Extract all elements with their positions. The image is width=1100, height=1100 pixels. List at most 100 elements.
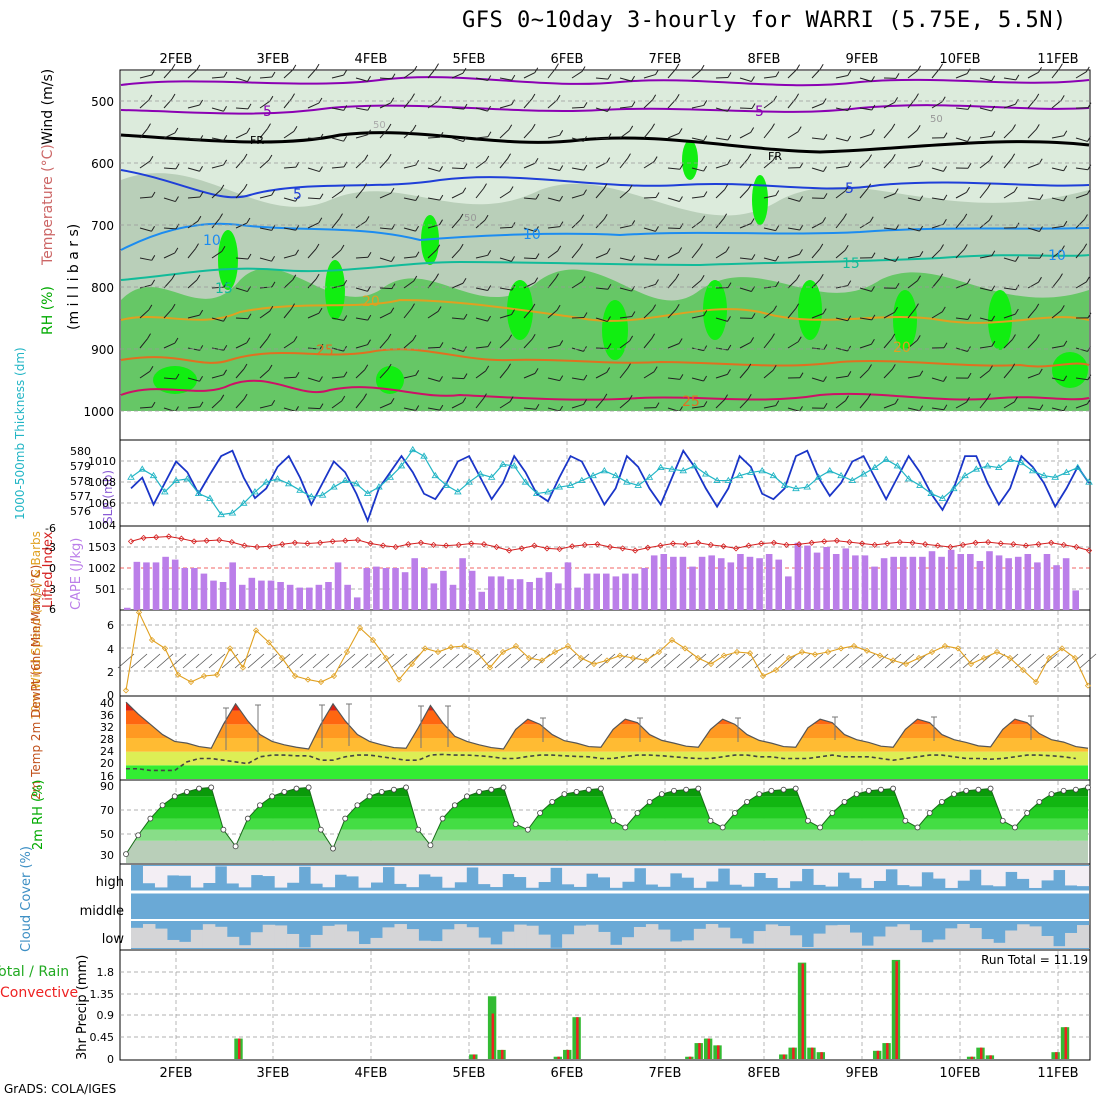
wind-barb-flag — [318, 217, 323, 224]
wind-barb-flag — [675, 93, 680, 100]
thickness-point — [814, 473, 823, 480]
wind-barb — [331, 107, 344, 111]
cloud-low-block — [933, 939, 946, 948]
wind-barb-flag — [246, 337, 251, 344]
wind-barb-flag — [174, 337, 179, 344]
wind-barb-flag — [895, 283, 900, 289]
cloud-high-block — [645, 866, 659, 885]
cloud-low-block — [382, 927, 395, 948]
rh-band — [126, 829, 1088, 841]
wind-barb-flag — [343, 371, 348, 378]
wind-barb — [691, 196, 704, 199]
wind-barb-flag — [751, 76, 755, 82]
cape-bar — [756, 558, 763, 610]
wind-barb — [907, 308, 916, 319]
wind-barb — [643, 309, 653, 319]
wind-speed-point — [239, 664, 247, 671]
cape-bar — [957, 554, 965, 610]
cloud-low-block — [825, 925, 839, 948]
wind-barb — [739, 188, 749, 199]
wind-barb-flag — [559, 165, 564, 171]
wind-speed-point — [655, 648, 663, 656]
wind-barb-flag — [365, 216, 370, 222]
cloud-high-block — [526, 866, 539, 888]
wind-speed-point — [759, 672, 767, 680]
wind-barb — [139, 284, 152, 289]
wind-barb-flag — [1084, 214, 1088, 220]
wind-barb-flag — [415, 195, 420, 201]
wind-barb — [403, 98, 412, 109]
temp-band — [126, 710, 1088, 725]
wind-barb-flag — [700, 64, 705, 71]
cape-bar — [717, 558, 725, 610]
wind-barb-flag — [319, 343, 324, 350]
wind-barb — [235, 107, 249, 110]
cloud-high-block — [454, 866, 467, 883]
wind-barb-flag — [822, 217, 827, 223]
cloud-low-block — [586, 924, 599, 948]
wind-barb-flag — [771, 333, 775, 339]
wind-barb — [1051, 167, 1064, 172]
wind-barb — [1051, 225, 1064, 229]
wind-barb — [427, 249, 438, 259]
wind-barb — [763, 227, 776, 232]
wind-barb — [691, 279, 702, 289]
cape-bar — [306, 587, 313, 610]
wind-barb — [859, 317, 872, 321]
wind-speed-point — [343, 648, 351, 656]
wind-barb-flag — [919, 251, 924, 257]
wind-barb — [139, 74, 152, 79]
wind-barb-flag — [915, 303, 919, 309]
rh-point — [208, 784, 215, 791]
wind-barb — [1075, 193, 1088, 199]
cape-bar — [650, 555, 658, 610]
cloud-high-block — [502, 866, 515, 875]
wind-barb — [475, 107, 488, 112]
wind-barb — [523, 162, 536, 169]
wind-barb — [619, 340, 630, 349]
cloud-low-block — [322, 925, 336, 948]
wind-barb — [619, 189, 630, 199]
wind-barb — [907, 165, 920, 169]
wind-barb — [835, 218, 844, 229]
wind-barb-flag — [822, 308, 827, 314]
cloud-high-block — [322, 866, 336, 888]
wind-barb — [187, 248, 196, 259]
wind-barb-flag — [463, 163, 468, 169]
wind-barb-flag — [795, 93, 800, 99]
precip-bar-convective — [970, 1056, 974, 1059]
cloud-high-block — [729, 866, 743, 885]
wind-barb-flag — [1035, 334, 1040, 340]
wind-speed-point — [746, 650, 754, 657]
wind-barb — [235, 132, 248, 139]
wind-barb-flag — [319, 403, 324, 409]
thickness-point — [273, 475, 282, 482]
wind-speed-point — [889, 657, 897, 664]
lifted-index-point — [644, 544, 651, 551]
wind-barb-flag — [797, 126, 802, 132]
cape-bar — [373, 566, 380, 610]
wind-barb-flag — [343, 69, 348, 76]
wind-barb-flag — [291, 303, 295, 309]
wind-barb-flag — [631, 311, 636, 317]
wind-barb-flag — [487, 105, 492, 112]
wind-speed-point — [187, 678, 195, 686]
date-label-top: 8FEB — [748, 52, 781, 67]
rh-point — [1085, 784, 1091, 791]
thickness-point — [780, 481, 789, 488]
wind-barb-flag — [1038, 276, 1042, 283]
wind-barb-flag — [727, 72, 732, 78]
wind-barb — [571, 248, 580, 259]
wind-barb — [811, 137, 824, 140]
rh-point — [719, 824, 726, 831]
wind-barb — [451, 282, 464, 289]
wind-barb — [403, 308, 412, 319]
wind-barb — [715, 107, 728, 112]
wind-barb-flag — [556, 94, 561, 101]
wind-barb — [235, 317, 249, 320]
cape-bar — [238, 584, 246, 610]
wind-barb-flag — [679, 164, 684, 170]
cloud-high-block — [1065, 866, 1078, 886]
wind-barb — [715, 137, 728, 141]
rh-point — [975, 786, 982, 793]
